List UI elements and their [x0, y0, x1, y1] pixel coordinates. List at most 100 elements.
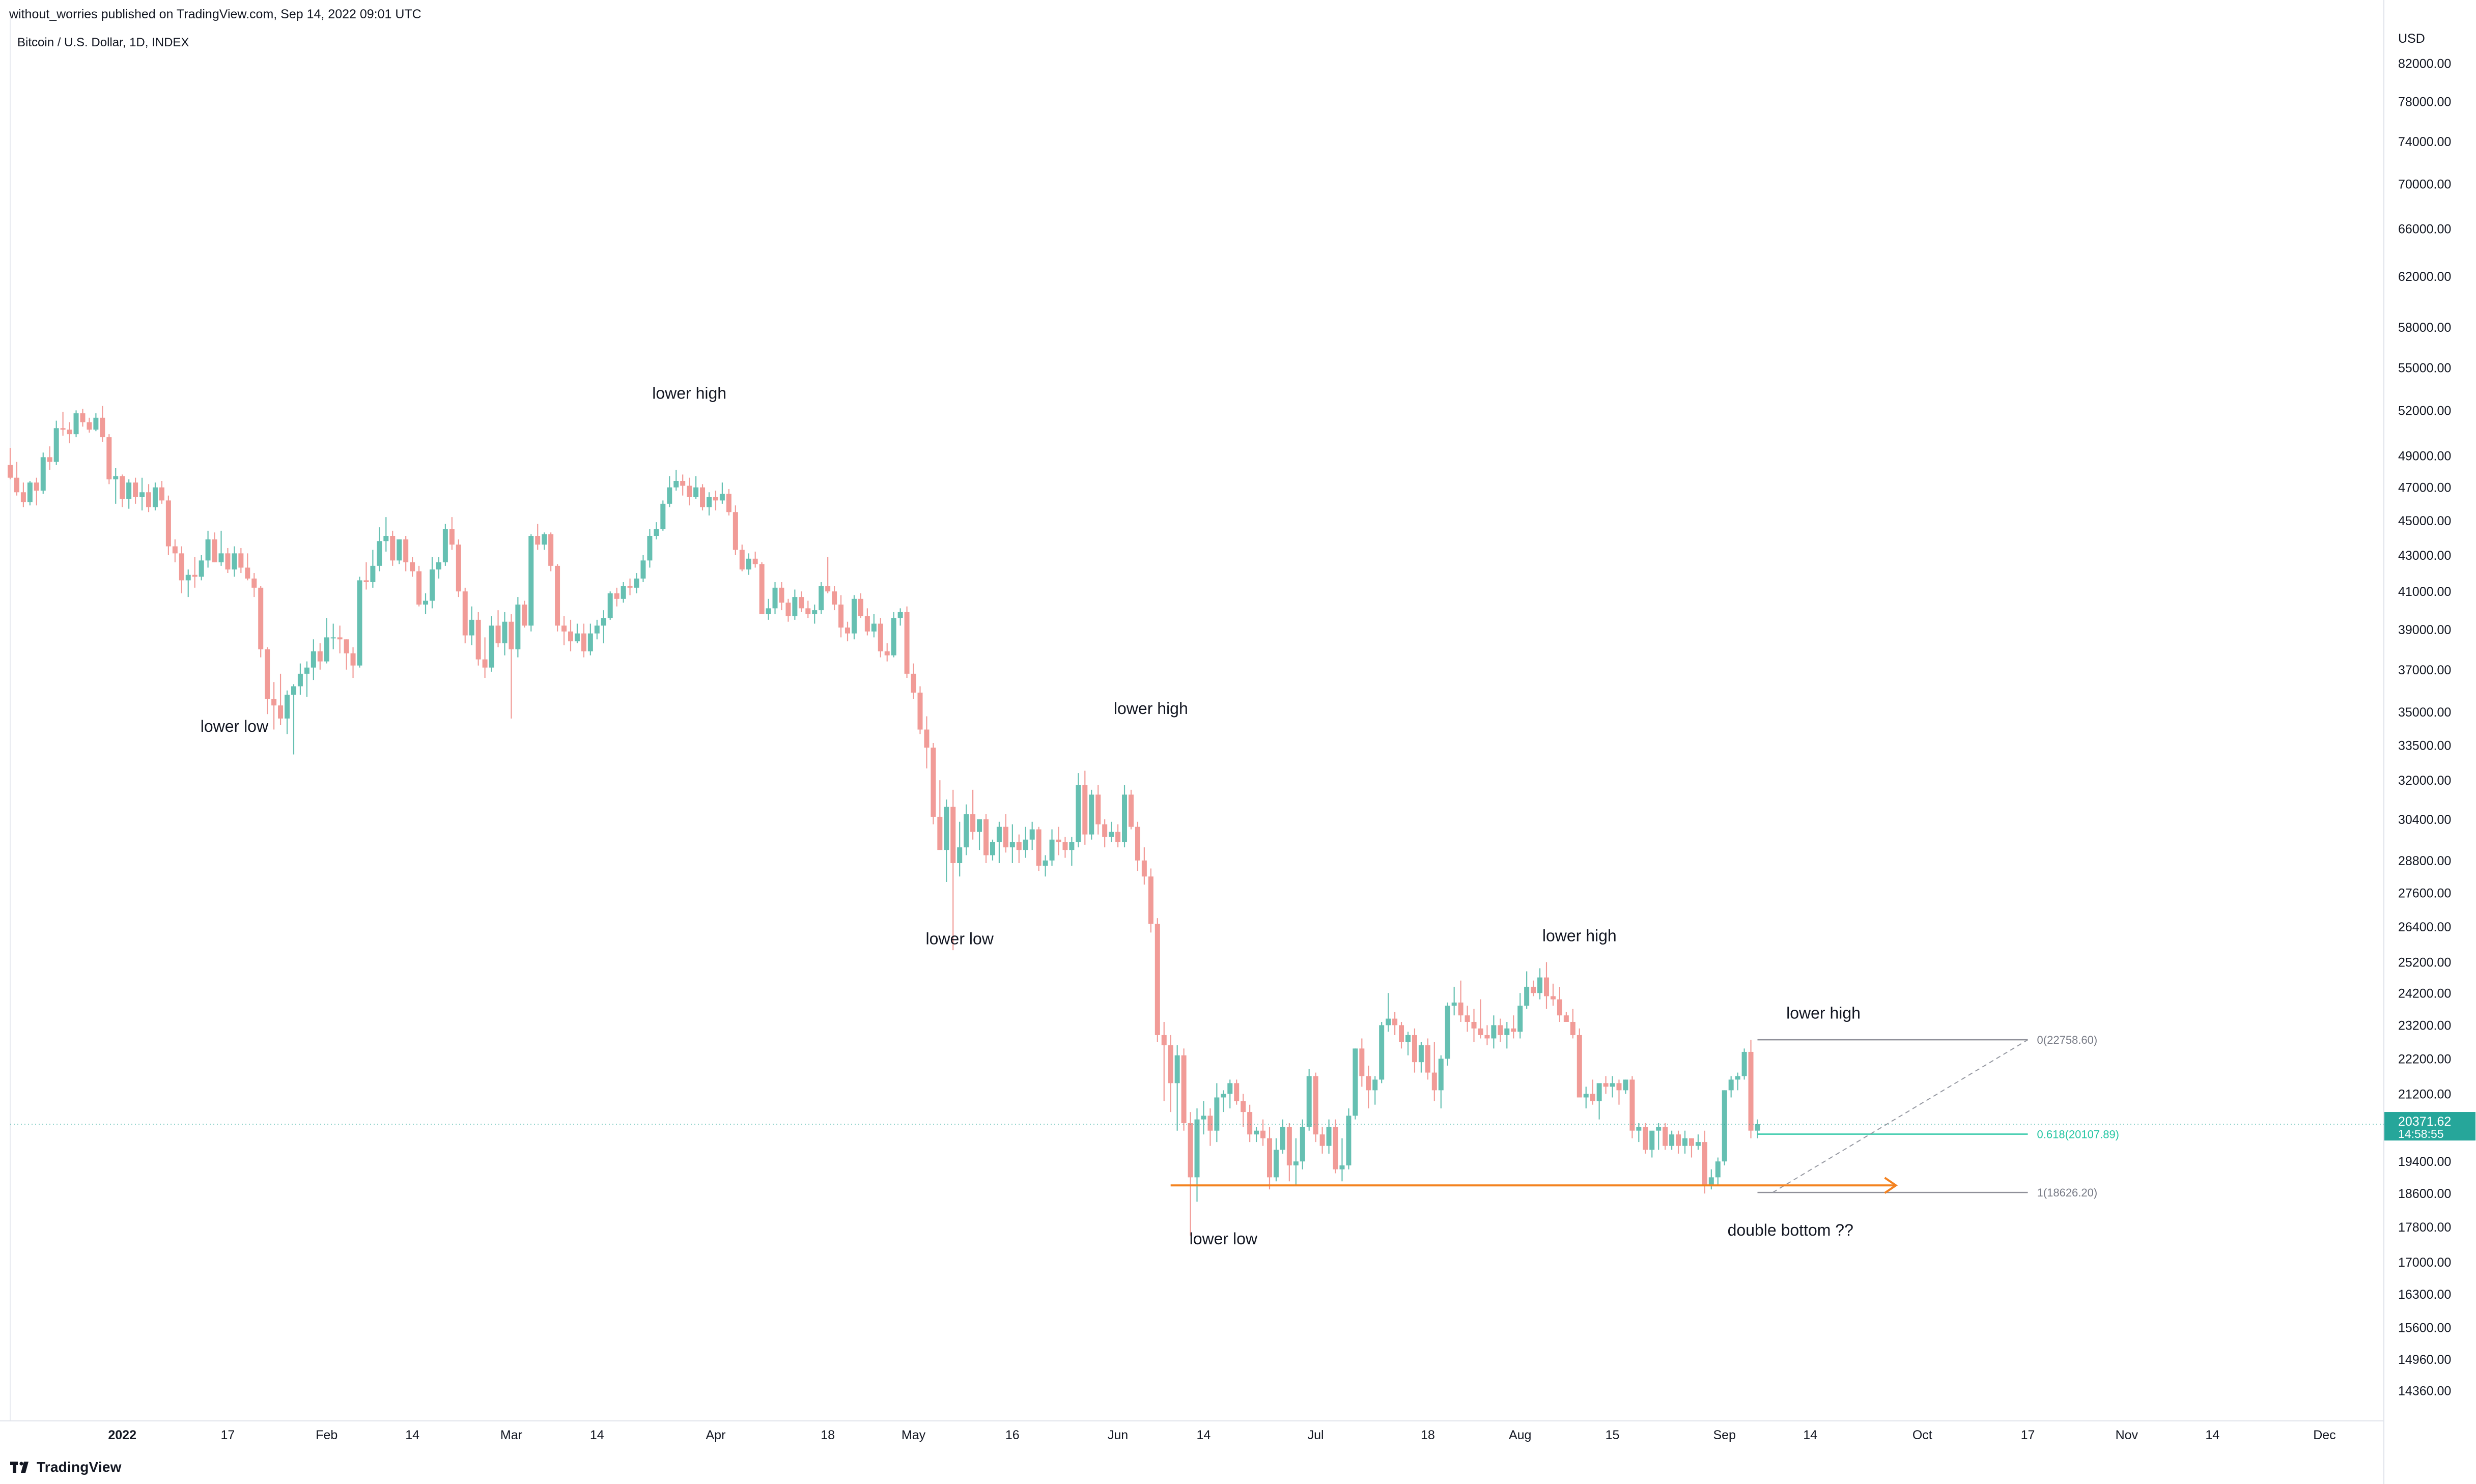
candle [146, 484, 152, 512]
candle-body [165, 500, 171, 547]
candle [1366, 1065, 1371, 1108]
price-tick-label: 45000.00 [2398, 514, 2451, 528]
candle-body [1629, 1079, 1635, 1131]
candle [245, 553, 250, 581]
candle-body [522, 604, 527, 626]
candle-body [871, 623, 877, 632]
candle [165, 495, 171, 555]
candle-body [1689, 1138, 1694, 1146]
candle [192, 557, 198, 588]
candle [1056, 826, 1061, 855]
candle-body [1267, 1138, 1272, 1178]
candle-body [245, 567, 250, 579]
candle-body [1260, 1130, 1266, 1138]
candle [456, 539, 461, 597]
time-tick-label: Jul [1308, 1428, 1324, 1442]
candle [983, 814, 989, 863]
candle-body [542, 534, 547, 545]
candle [469, 606, 474, 645]
candle [713, 491, 718, 510]
fib-level-label: 1(18626.20) [2037, 1186, 2098, 1199]
candle [390, 530, 396, 566]
fib-level-label: 0(22758.60) [2037, 1034, 2098, 1046]
candle [1379, 1021, 1385, 1083]
candle [1550, 983, 1556, 1006]
time-tick-label: Mar [500, 1428, 522, 1442]
candle [607, 591, 613, 620]
candle [574, 623, 580, 644]
candle [1273, 1138, 1279, 1182]
candle-body [779, 587, 784, 603]
candle-body [344, 639, 349, 653]
candle [680, 474, 686, 496]
candle-body [1537, 977, 1543, 993]
candle-body [159, 487, 164, 501]
candle [1221, 1090, 1226, 1112]
price-axis[interactable]: USD 82000.00 78000.00 74000.00 70000.00 66000… [2384, 32, 2475, 1398]
time-tick-label: Feb [316, 1428, 337, 1442]
candle [1115, 824, 1121, 848]
price-tick-label: 32000.00 [2398, 774, 2451, 788]
annotations: lower high lower low lower high lower low lo… [201, 384, 1861, 1248]
chart-annotation: lower high [652, 384, 726, 403]
candle [113, 468, 119, 504]
candle [1109, 821, 1114, 842]
candle-body [944, 807, 949, 850]
candle-body [1623, 1079, 1628, 1091]
candle [1043, 855, 1048, 877]
candle-body [390, 536, 396, 561]
candle-body [1141, 860, 1147, 877]
candle [660, 500, 666, 531]
candle-body [1445, 1006, 1450, 1059]
candle-body [1570, 1021, 1575, 1035]
candle-body [1577, 1035, 1582, 1098]
candle-body [1148, 876, 1153, 924]
candle [1517, 993, 1523, 1039]
candle [1049, 829, 1055, 866]
candle [1524, 971, 1530, 1009]
candle [1491, 1015, 1497, 1049]
candle [93, 413, 99, 432]
candle-body [950, 807, 956, 863]
candle [423, 593, 429, 614]
candle [719, 482, 725, 504]
candle [542, 532, 547, 550]
price-tick-label: 27600.00 [2398, 886, 2451, 900]
candle-body [957, 847, 963, 863]
candle [858, 593, 863, 618]
candle-body [1511, 1028, 1516, 1032]
candle [884, 643, 890, 662]
candle-body [667, 487, 672, 504]
last-price-value: 20371.62 [2398, 1115, 2451, 1129]
candle-body [172, 546, 178, 554]
time-tick-label: 14 [405, 1428, 419, 1442]
time-axis[interactable]: 2022 17 Feb 14 Mar 14 Apr 18 May 16 Jun 14 Jul 18 Aug 1… [108, 1428, 2336, 1442]
time-tick-label: 17 [2021, 1428, 2035, 1442]
candle-body [370, 565, 376, 582]
candle-body [528, 536, 534, 626]
candle-body [429, 569, 435, 601]
candle-body [1498, 1025, 1503, 1035]
candle [1326, 1119, 1332, 1154]
candle-body [423, 601, 429, 605]
candle [489, 616, 494, 672]
candle-body [403, 539, 409, 562]
candle-body [627, 586, 633, 588]
candle-body [1273, 1150, 1279, 1178]
candle [370, 550, 376, 588]
drawings: 0(22758.60) 0.618(20107.89) 1(18626.20) [10, 1034, 2384, 1199]
candle-body [225, 553, 231, 569]
candle [1735, 1072, 1740, 1091]
candle [185, 569, 191, 597]
candle-body [983, 819, 989, 855]
candle [766, 598, 771, 620]
candle [80, 409, 86, 427]
candle [673, 470, 679, 491]
candle-body [1115, 832, 1121, 842]
candle [1254, 1127, 1259, 1143]
candle [475, 612, 481, 666]
candle [825, 557, 831, 593]
candle [1267, 1127, 1272, 1190]
candle [667, 476, 672, 507]
